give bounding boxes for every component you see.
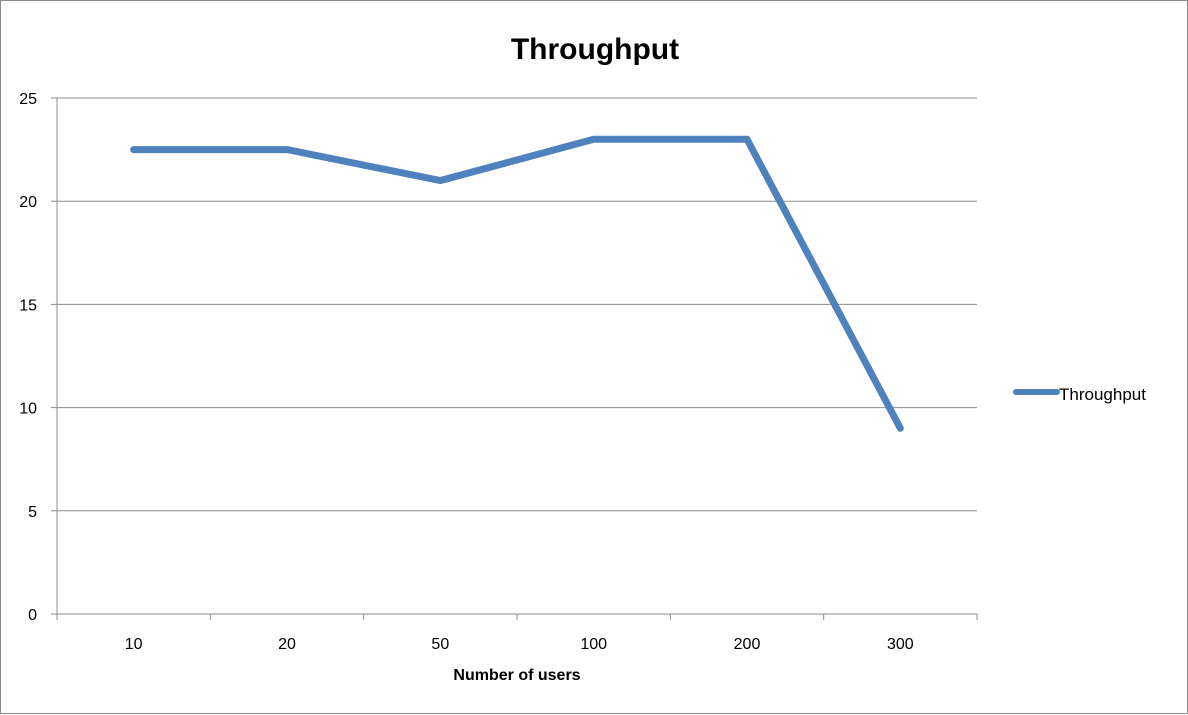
- axes: [56, 98, 977, 615]
- x-tick-label: 50: [431, 636, 449, 653]
- series-line-throughput: [130, 135, 904, 432]
- y-axis-ticks: 0 5 10 15 20 25: [19, 91, 57, 624]
- x-axis-label: Number of users: [453, 667, 580, 684]
- x-tick-label: 300: [887, 636, 914, 653]
- x-axis-ticks: 10 20 50 100 200 300: [56, 614, 978, 653]
- y-tick-label: 20: [19, 194, 37, 211]
- y-tick-label: 15: [19, 297, 37, 314]
- gridlines: [57, 97, 977, 512]
- y-tick-label: 5: [28, 504, 37, 521]
- x-tick-label: 20: [278, 636, 296, 653]
- x-tick-label: 10: [125, 636, 143, 653]
- x-tick-label: 100: [580, 636, 607, 653]
- series-lines: [130, 135, 904, 432]
- chart-title: Throughput: [511, 33, 679, 66]
- x-tick-label: 200: [734, 636, 761, 653]
- legend: Throughput: [1013, 385, 1146, 404]
- y-tick-label: 0: [28, 607, 37, 624]
- y-tick-label: 10: [19, 401, 37, 418]
- y-tick-label: 25: [19, 91, 37, 108]
- legend-label: Throughput: [1059, 385, 1146, 404]
